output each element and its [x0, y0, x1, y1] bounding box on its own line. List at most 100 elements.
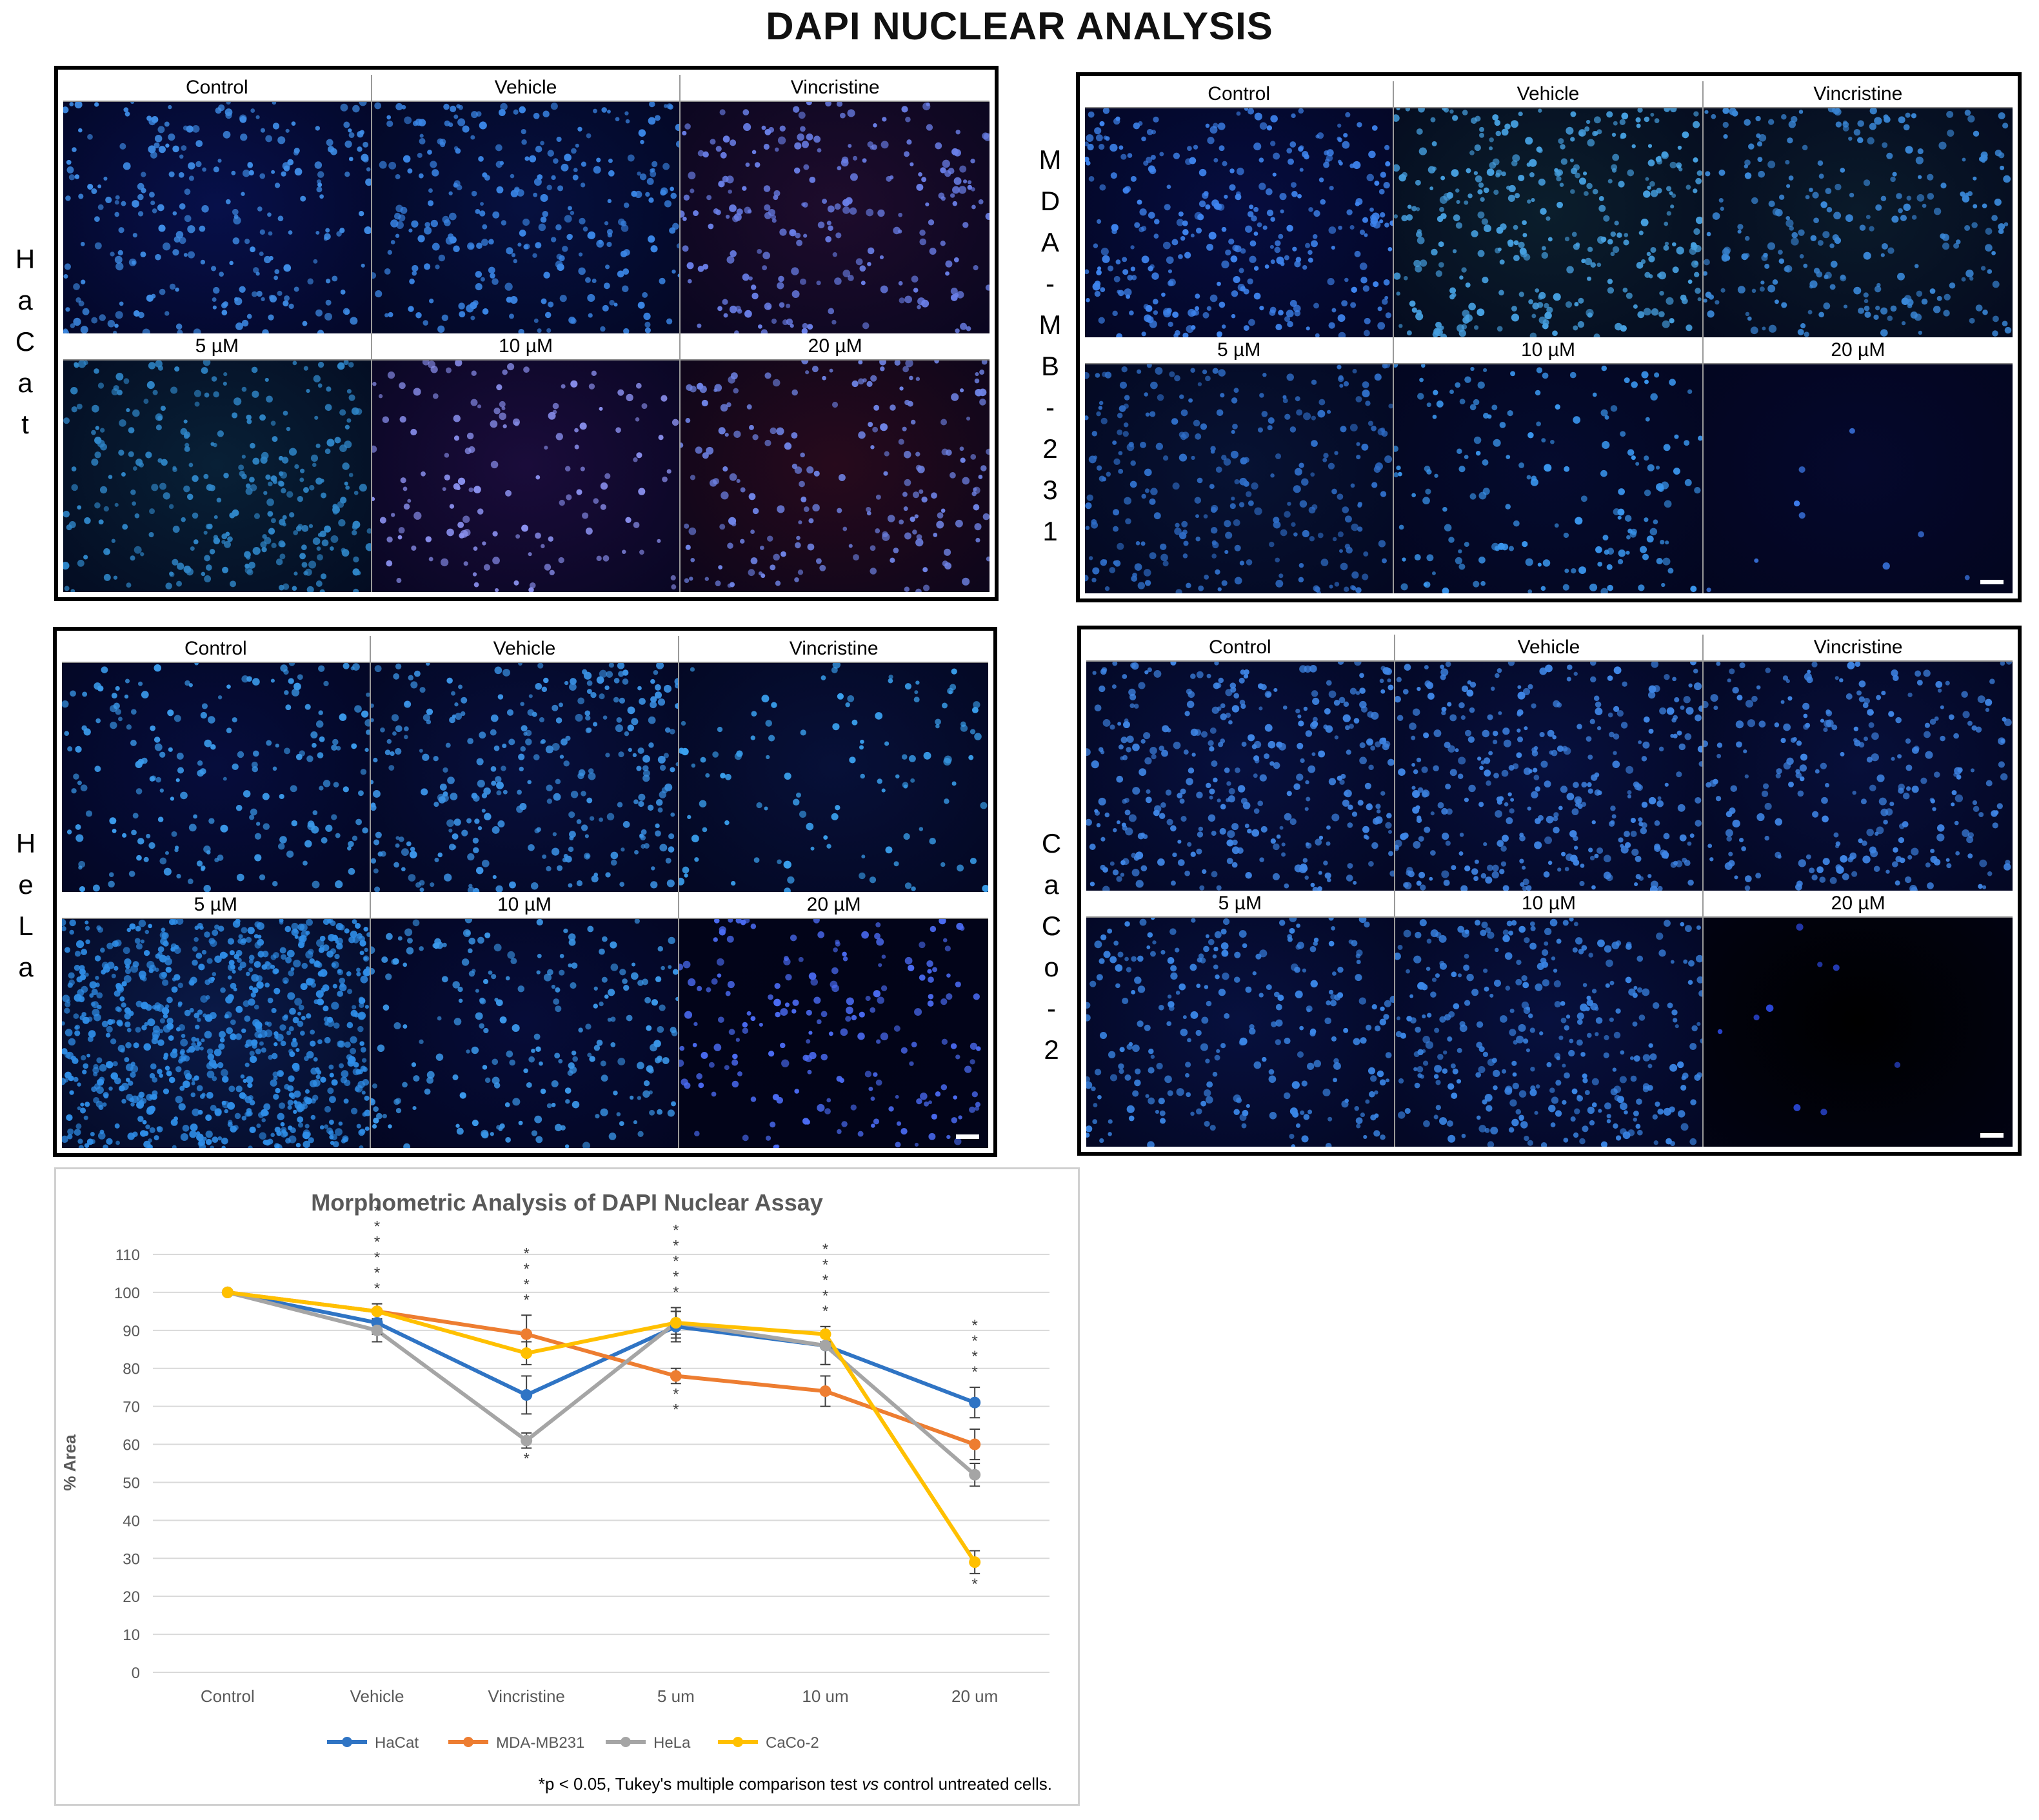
nucleus — [1162, 241, 1171, 250]
nucleus — [493, 944, 502, 952]
nucleus — [1407, 330, 1413, 336]
nucleus — [115, 709, 121, 715]
nucleus — [1994, 198, 2002, 206]
nucleus — [1678, 167, 1683, 172]
nucleus — [542, 110, 550, 118]
nucleus — [780, 1042, 786, 1049]
nucleus — [1527, 589, 1533, 593]
nucleus — [385, 933, 393, 940]
nucleus — [1236, 167, 1244, 175]
nucleus — [579, 217, 586, 225]
nucleus — [1471, 230, 1478, 237]
nucleus — [816, 281, 822, 286]
nucleus — [743, 123, 751, 132]
nucleus — [944, 170, 951, 177]
nuclei-layer — [62, 919, 370, 1148]
nucleus — [176, 753, 184, 760]
nucleus — [99, 1063, 107, 1072]
nucleus — [212, 286, 220, 294]
nucleus — [1603, 215, 1610, 222]
nucleus — [621, 285, 629, 293]
nucleus — [307, 278, 313, 285]
nucleus — [159, 751, 166, 758]
nucleus — [653, 669, 658, 675]
nucleus — [962, 222, 969, 228]
nucleus — [508, 738, 515, 746]
nucleus — [294, 168, 303, 176]
nucleus — [252, 1019, 261, 1027]
nucleus — [259, 414, 266, 421]
nucleus — [1190, 368, 1195, 373]
nucleus — [294, 998, 303, 1006]
nucleus — [670, 1101, 676, 1107]
nucleus — [778, 136, 786, 144]
nucleus — [654, 684, 661, 691]
nucleus — [540, 216, 546, 223]
nucleus — [97, 184, 102, 189]
nucleus — [252, 750, 259, 757]
nucleus — [103, 506, 110, 512]
nucleus — [200, 711, 208, 719]
nucleus — [300, 468, 305, 473]
nucleus — [1323, 453, 1329, 459]
nucleus — [226, 684, 231, 689]
nucleus — [1159, 746, 1165, 751]
nucleus — [970, 1042, 978, 1050]
nucleus — [101, 666, 108, 673]
nucleus — [204, 555, 211, 562]
nucleus — [91, 404, 99, 413]
nucleus — [601, 976, 608, 983]
nucleus — [839, 474, 846, 481]
nucleus — [413, 670, 421, 677]
nucleus — [554, 1123, 562, 1132]
nucleus — [283, 669, 289, 675]
nucleus — [953, 177, 962, 185]
nucleus — [301, 562, 308, 568]
nucleus — [1329, 186, 1334, 191]
nucleus — [352, 568, 360, 576]
nucleus — [1873, 314, 1879, 320]
nucleus — [184, 188, 191, 195]
nucleus — [106, 1025, 113, 1033]
nucleus — [400, 477, 406, 484]
nucleus — [870, 876, 877, 884]
nucleus — [1191, 753, 1196, 757]
nucleus — [581, 512, 588, 519]
nucleus — [1477, 189, 1483, 195]
nucleus — [851, 1014, 857, 1021]
nucleus — [1344, 586, 1349, 592]
nucleus — [63, 106, 69, 114]
nucleus — [1264, 753, 1270, 759]
nucleus — [528, 587, 534, 592]
nucleus — [506, 247, 513, 255]
nucleus — [1510, 371, 1516, 377]
nucleus — [1119, 381, 1128, 389]
nucleus — [403, 116, 412, 124]
nucleus — [111, 973, 116, 978]
nucleus — [1649, 181, 1656, 187]
nucleus — [490, 780, 496, 786]
nucleus — [664, 727, 671, 733]
nucleus — [1618, 488, 1626, 495]
nucleus — [315, 230, 320, 235]
nucleus — [1112, 440, 1117, 445]
nucleus — [1448, 537, 1455, 543]
nucleus — [985, 213, 990, 220]
nucleus — [453, 114, 458, 119]
nucleus — [172, 211, 177, 216]
nucleus — [1274, 246, 1281, 253]
nucleus — [426, 708, 433, 715]
nucleus — [163, 1088, 170, 1094]
nucleus — [144, 929, 150, 935]
nucleus — [293, 286, 299, 292]
nucleus — [359, 130, 364, 135]
nucleus — [103, 176, 108, 181]
nucleus — [1372, 817, 1380, 825]
nucleus — [1493, 439, 1502, 447]
nucleus — [64, 947, 71, 953]
nucleus — [479, 210, 486, 217]
nucleus — [560, 1125, 566, 1131]
nucleus — [141, 1025, 147, 1031]
nucleus — [1127, 275, 1133, 281]
